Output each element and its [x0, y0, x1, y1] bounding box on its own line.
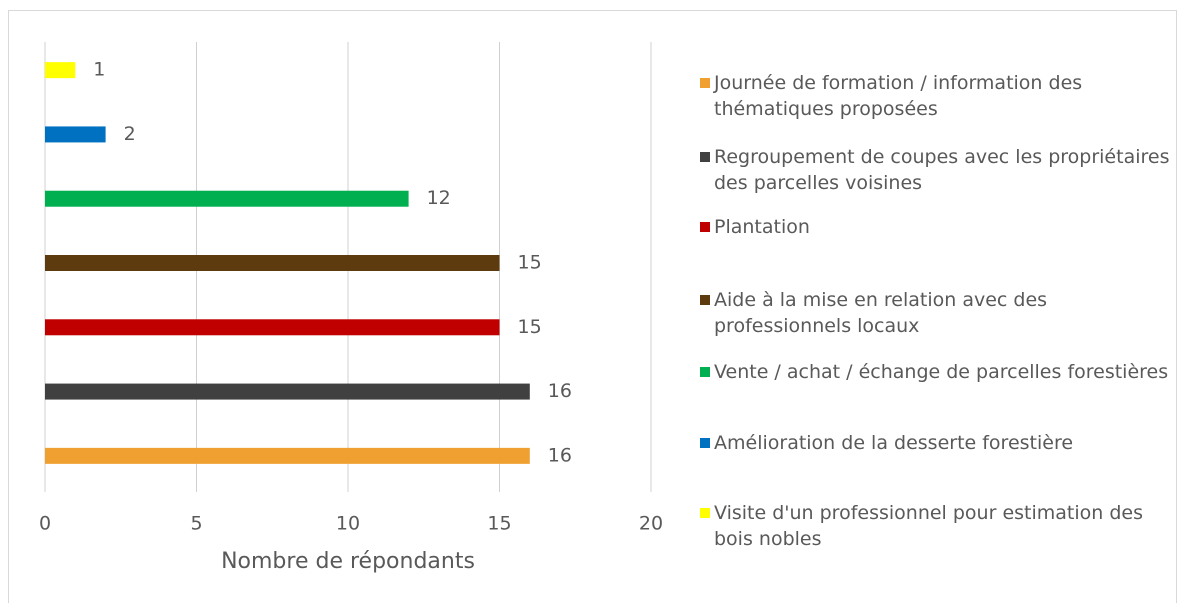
legend-swatch: [700, 438, 710, 448]
x-tick-label: 20: [639, 513, 663, 535]
legend-swatch: [700, 152, 710, 162]
x-tick-label: 10: [336, 513, 360, 535]
data-label: 15: [518, 316, 542, 338]
x-tick-label: 15: [487, 513, 511, 535]
data-label: 15: [518, 252, 542, 274]
data-label: 2: [124, 123, 136, 145]
legend-entry: Vente / achat / échange de parcelles for…: [700, 359, 1170, 385]
legend-swatch: [700, 295, 710, 305]
bar: [45, 383, 530, 400]
legend-label: Amélioration de la desserte forestière: [714, 432, 1074, 454]
chart-border: [8, 10, 1177, 603]
data-label: 16: [548, 444, 572, 466]
legend-swatch: [700, 508, 710, 518]
bar: [45, 126, 106, 143]
bar: [45, 190, 409, 207]
legend-label: Plantation: [714, 216, 810, 238]
legend-label: Vente / achat / échange de parcelles for…: [714, 361, 1169, 383]
legend-entry: Amélioration de la desserte forestière: [700, 430, 1170, 456]
data-label: 1: [93, 59, 105, 81]
legend-label: Journée de formation / information des t…: [714, 72, 1083, 120]
x-tick-label: 0: [39, 513, 51, 535]
legend-swatch: [700, 367, 710, 377]
bar: [45, 62, 76, 79]
bar: [45, 319, 500, 336]
legend-label: Visite d'un professionnel pour estimatio…: [714, 502, 1144, 550]
legend-entry: Journée de formation / information des t…: [700, 70, 1170, 122]
legend-label: Aide à la mise en relation avec des prof…: [714, 289, 1048, 337]
x-axis-title: Nombre de répondants: [221, 549, 475, 574]
legend-label: Regroupement de coupes avec les propriét…: [714, 146, 1170, 194]
legend-entry: Aide à la mise en relation avec des prof…: [700, 287, 1170, 339]
data-label: 12: [427, 187, 451, 209]
bar: [45, 447, 530, 464]
bar: [45, 255, 500, 271]
legend-entry: Plantation: [700, 214, 1170, 240]
legend-swatch: [700, 222, 710, 232]
legend-swatch: [700, 78, 710, 88]
legend-entry: Visite d'un professionnel pour estimatio…: [700, 500, 1170, 552]
data-label: 16: [548, 380, 572, 402]
x-tick-label: 5: [190, 513, 202, 535]
legend-entry: Regroupement de coupes avec les propriét…: [700, 144, 1170, 196]
